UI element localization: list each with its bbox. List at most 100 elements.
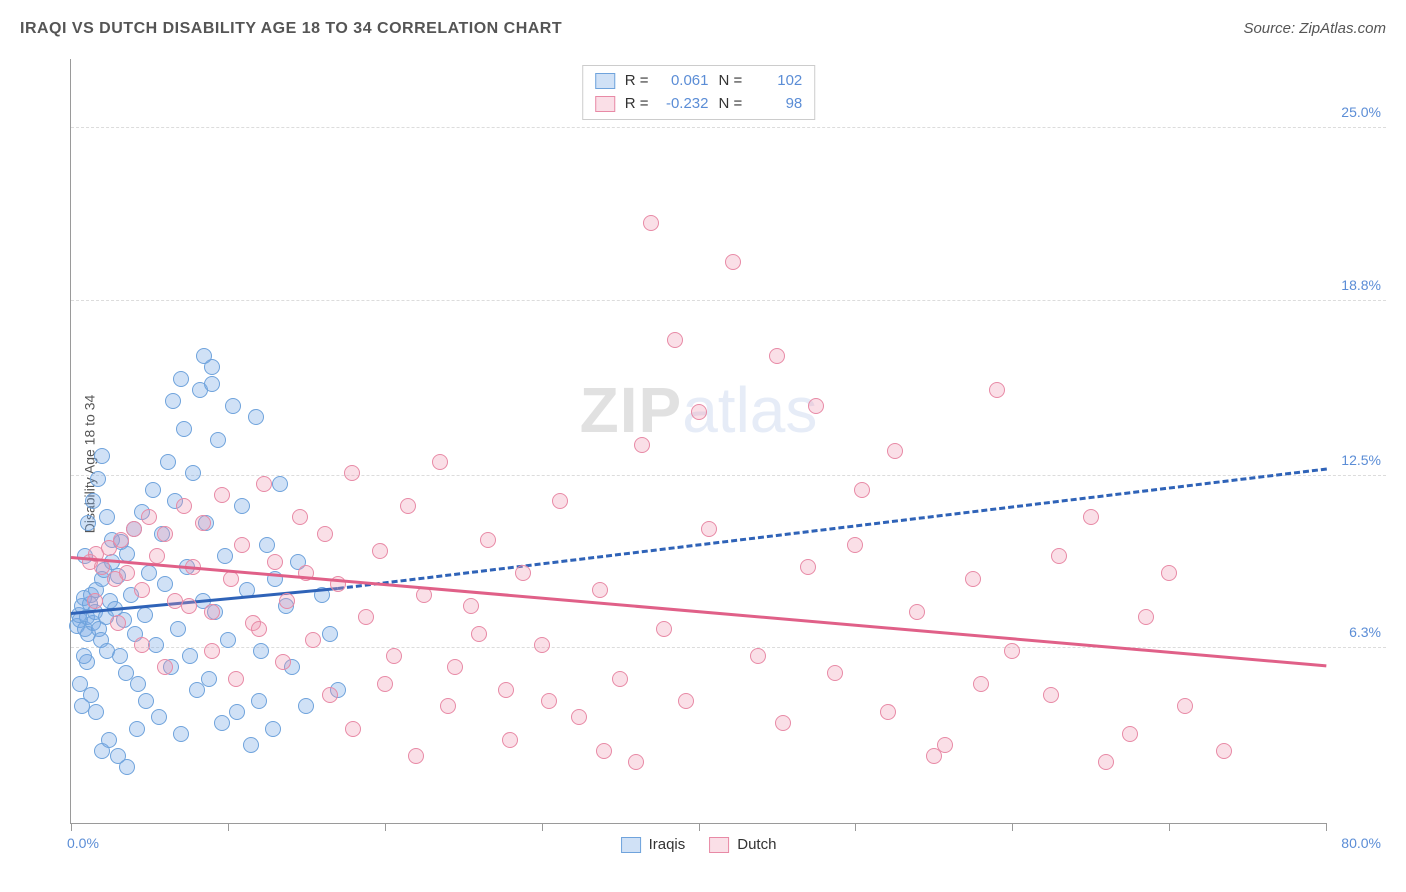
data-point — [400, 498, 416, 514]
data-point — [667, 332, 683, 348]
data-point — [157, 526, 173, 542]
data-point — [471, 626, 487, 642]
data-point — [110, 615, 126, 631]
data-point — [182, 648, 198, 664]
data-point — [432, 454, 448, 470]
data-point — [322, 626, 338, 642]
data-point — [1083, 509, 1099, 525]
data-point — [447, 659, 463, 675]
data-point — [85, 493, 101, 509]
data-point — [228, 671, 244, 687]
data-point — [989, 382, 1005, 398]
data-point — [541, 693, 557, 709]
data-point — [74, 698, 90, 714]
data-point — [275, 654, 291, 670]
data-point — [165, 393, 181, 409]
stats-row-dutch: R = -0.232 N = 98 — [595, 93, 803, 116]
data-point — [134, 582, 150, 598]
data-point — [358, 609, 374, 625]
x-tick — [699, 823, 700, 831]
data-point — [854, 482, 870, 498]
data-point — [515, 565, 531, 581]
legend-item-dutch: Dutch — [709, 836, 776, 853]
data-point — [225, 398, 241, 414]
stats-legend-box: R = 0.061 N = 102 R = -0.232 N = 98 — [582, 65, 816, 120]
chart-title: IRAQI VS DUTCH DISABILITY AGE 18 TO 34 C… — [20, 20, 562, 37]
data-point — [880, 704, 896, 720]
data-point — [157, 576, 173, 592]
data-point — [204, 604, 220, 620]
data-point — [256, 476, 272, 492]
swatch-dutch — [595, 96, 615, 112]
data-point — [113, 532, 129, 548]
data-point — [800, 559, 816, 575]
data-point — [628, 754, 644, 770]
data-point — [185, 465, 201, 481]
legend-item-iraqis: Iraqis — [621, 836, 686, 853]
x-tick — [1326, 823, 1327, 831]
data-point — [234, 498, 250, 514]
source-label: Source: ZipAtlas.com — [1243, 20, 1386, 37]
stats-row-iraqis: R = 0.061 N = 102 — [595, 70, 803, 93]
data-point — [259, 537, 275, 553]
data-point — [72, 676, 88, 692]
data-point — [808, 398, 824, 414]
data-point — [170, 621, 186, 637]
x-tick — [71, 823, 72, 831]
data-point — [80, 515, 96, 531]
plot-area: ZIPatlas R = 0.061 N = 102 R = -0.232 N … — [70, 59, 1326, 824]
data-point — [181, 598, 197, 614]
data-point — [887, 443, 903, 459]
data-point — [1177, 698, 1193, 714]
gridline — [71, 127, 1386, 128]
data-point — [596, 743, 612, 759]
data-point — [204, 643, 220, 659]
data-point — [210, 432, 226, 448]
data-point — [141, 509, 157, 525]
x-tick — [1012, 823, 1013, 831]
data-point — [217, 548, 233, 564]
data-point — [701, 521, 717, 537]
data-point — [101, 732, 117, 748]
data-point — [643, 215, 659, 231]
data-point — [750, 648, 766, 664]
swatch-iraqis — [595, 73, 615, 89]
data-point — [138, 693, 154, 709]
data-point — [119, 759, 135, 775]
data-point — [973, 676, 989, 692]
data-point — [151, 709, 167, 725]
data-point — [408, 748, 424, 764]
data-point — [634, 437, 650, 453]
data-point — [678, 693, 694, 709]
data-point — [480, 532, 496, 548]
data-point — [148, 637, 164, 653]
data-point — [253, 643, 269, 659]
data-point — [534, 637, 550, 653]
x-tick — [855, 823, 856, 831]
data-point — [112, 648, 128, 664]
data-point — [377, 676, 393, 692]
gridline — [71, 300, 1386, 301]
x-tick — [542, 823, 543, 831]
data-point — [292, 509, 308, 525]
data-point — [137, 607, 153, 623]
data-point — [130, 676, 146, 692]
data-point — [440, 698, 456, 714]
data-point — [265, 721, 281, 737]
data-point — [204, 376, 220, 392]
data-point — [691, 404, 707, 420]
data-point — [656, 621, 672, 637]
y-tick-label: 12.5% — [1341, 452, 1381, 468]
data-point — [173, 726, 189, 742]
data-point — [775, 715, 791, 731]
data-point — [372, 543, 388, 559]
data-point — [272, 476, 288, 492]
x-tick — [385, 823, 386, 831]
data-point — [498, 682, 514, 698]
gridline — [71, 475, 1386, 476]
data-point — [99, 509, 115, 525]
data-point — [251, 693, 267, 709]
bottom-legend: Iraqis Dutch — [621, 836, 777, 853]
data-point — [201, 671, 217, 687]
data-point — [592, 582, 608, 598]
